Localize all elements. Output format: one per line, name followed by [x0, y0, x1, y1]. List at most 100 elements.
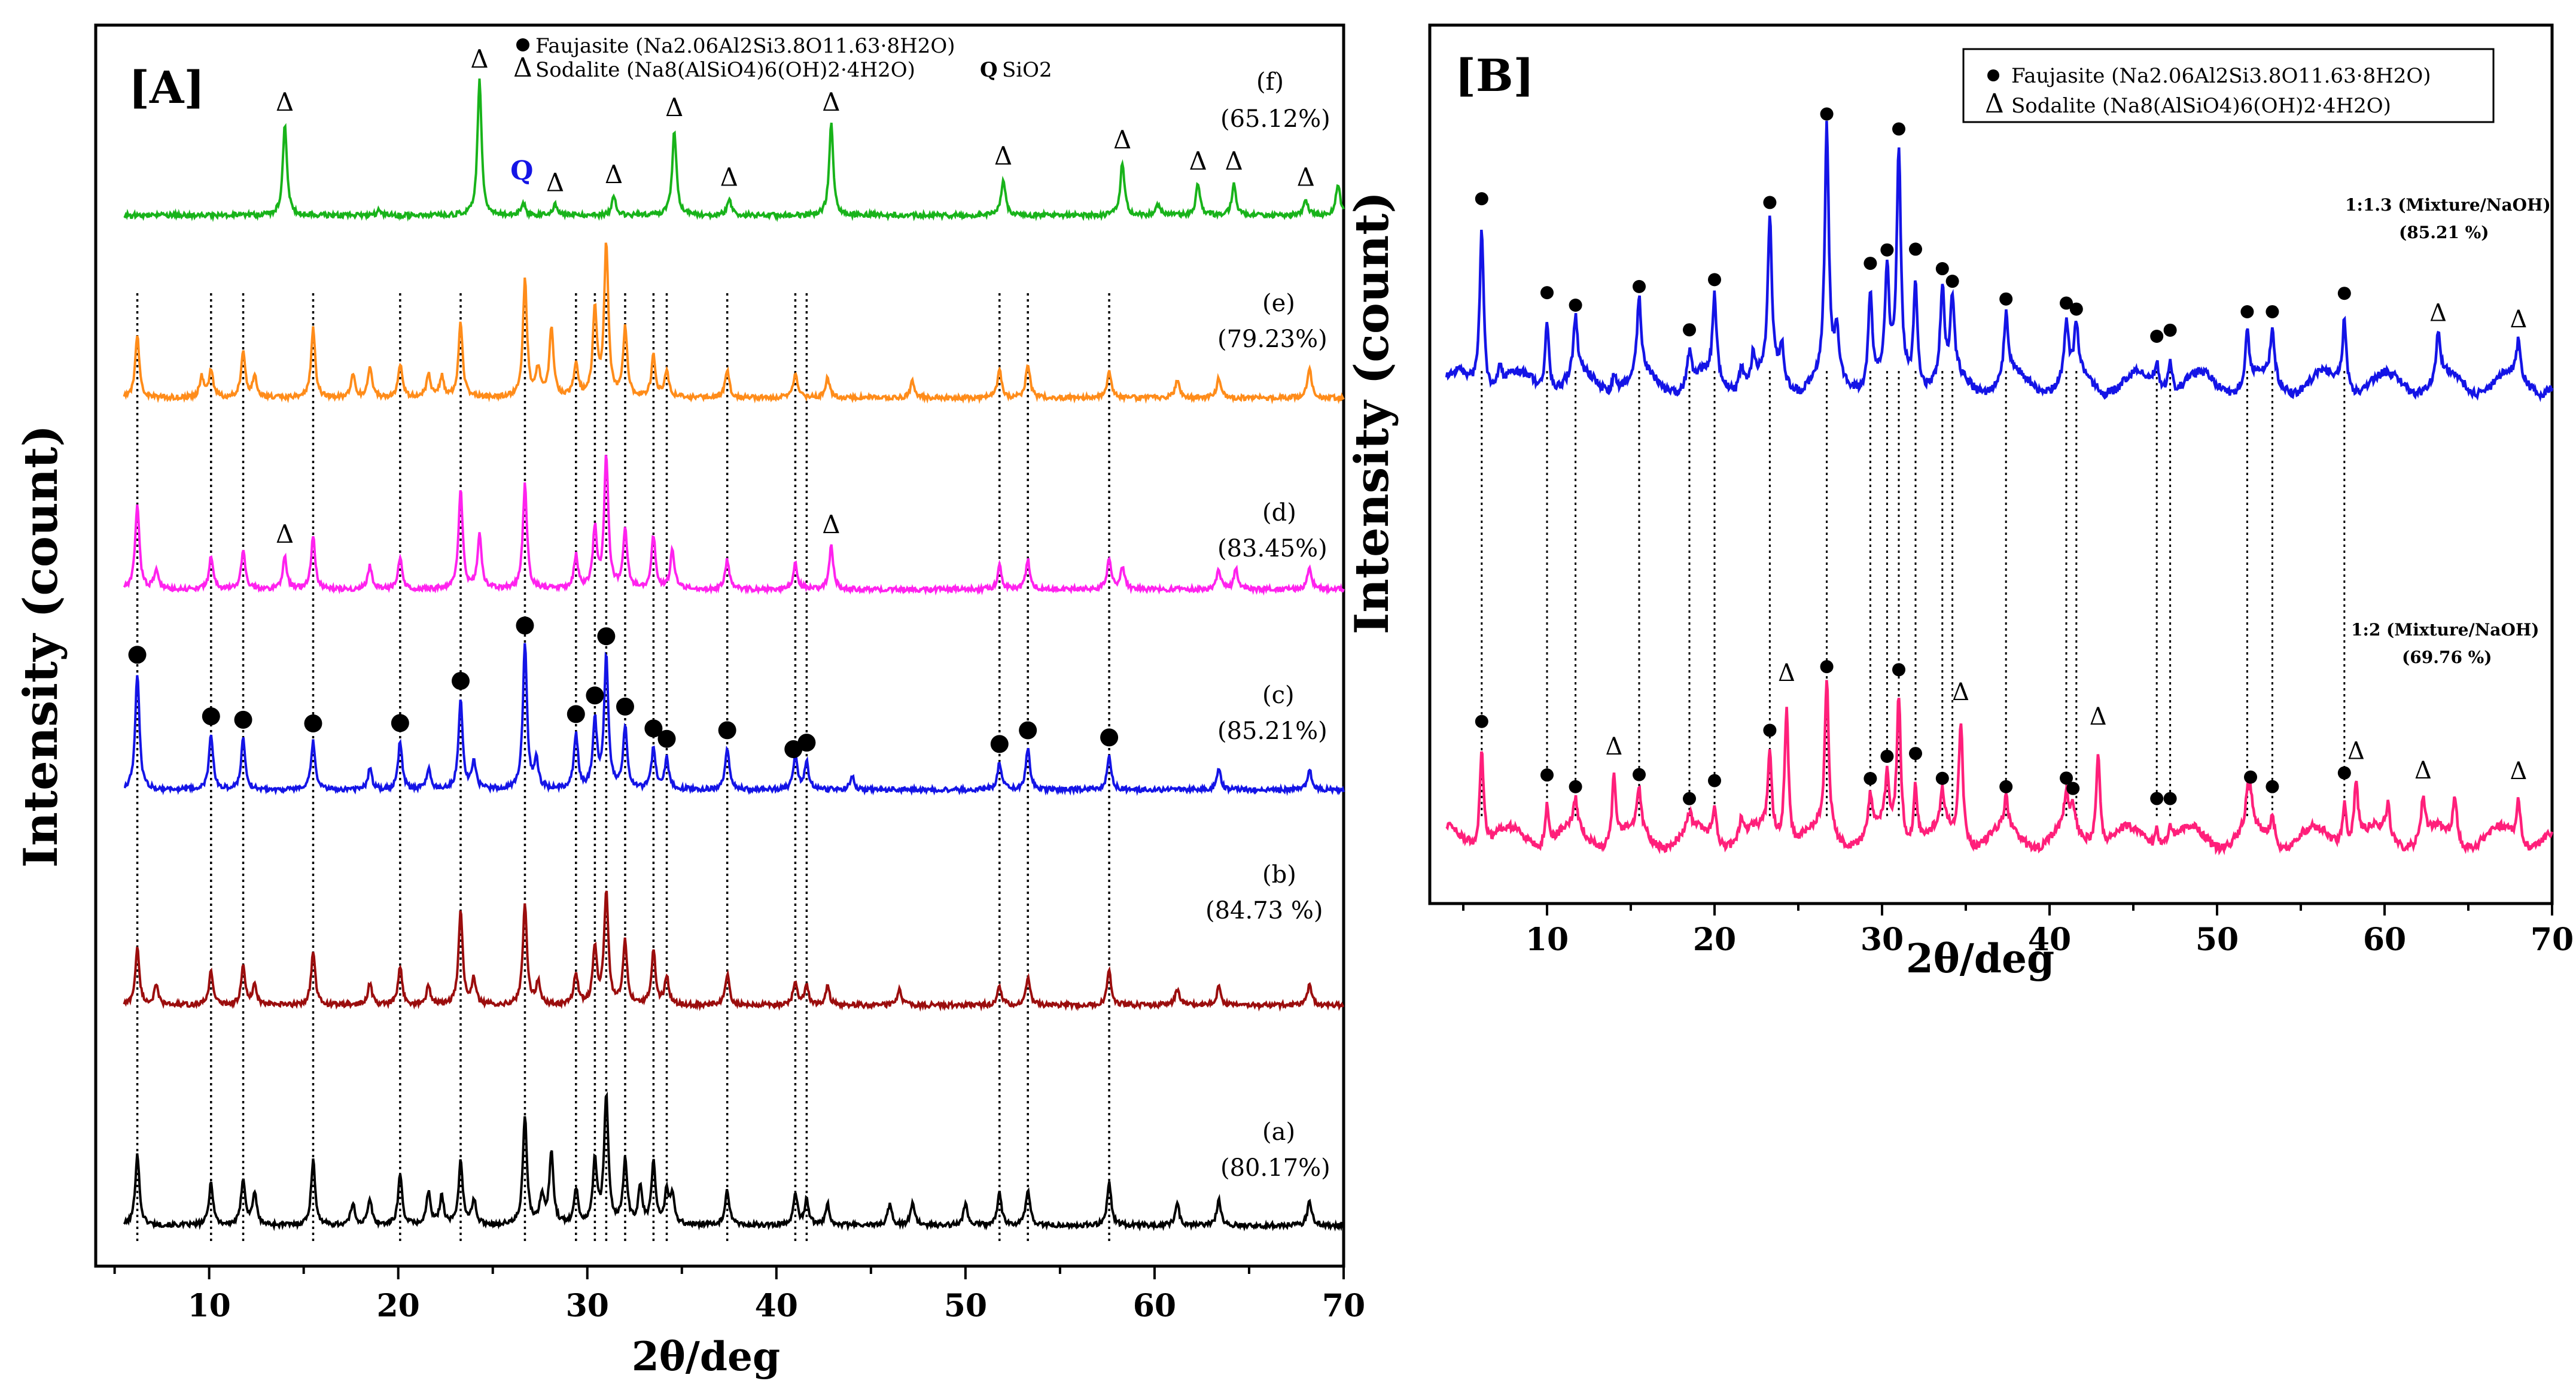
faujasite-marker [1909, 747, 1922, 761]
series-b-label: (b) [1262, 861, 1296, 889]
sodalite-marker: Δ [2347, 738, 2365, 765]
faujasite-marker [391, 714, 409, 732]
panel-b-label: [B] [1455, 50, 1534, 102]
faujasite-legend-marker [516, 38, 529, 51]
faujasite-marker [1708, 273, 1721, 287]
faujasite-marker [1864, 772, 1877, 786]
series-a-label: (a) [1262, 1118, 1295, 1146]
series-c-label: (c) [1262, 682, 1295, 709]
sodalite-marker: Δ [546, 168, 564, 197]
sodalite-marker: Δ [2510, 758, 2528, 785]
faujasite-marker [2337, 287, 2351, 300]
series-e-line [123, 242, 1345, 404]
sodalite-legend-marker: Δ [1985, 89, 2004, 119]
sodalite-marker: Δ [2510, 306, 2528, 333]
sodalite-marker: Δ [994, 141, 1012, 171]
faujasite-marker [1935, 262, 1949, 276]
panel-a-legend: Faujasite (Na2.06Al2Si3.8O11.63·8H2O) Δ … [513, 34, 1052, 83]
faujasite-marker [1880, 243, 1894, 257]
faujasite-marker [1880, 749, 1894, 763]
x-tick-label: 50 [2196, 921, 2239, 958]
faujasite-marker [2163, 323, 2177, 337]
faujasite-marker [234, 710, 252, 729]
sodalite-marker: Δ [1606, 733, 1623, 761]
sodalite-marker: Δ [2414, 757, 2432, 784]
faujasite-marker [567, 705, 585, 723]
faujasite-marker [2163, 792, 2177, 805]
faujasite-marker [1999, 780, 2013, 793]
faujasite-marker [1540, 768, 1554, 782]
sodalite-marker: Δ [1113, 125, 1131, 154]
panel-a-dotted-lines [136, 293, 1110, 1242]
faujasite-marker [990, 735, 1009, 753]
sodalite-marker: Δ [822, 87, 840, 117]
x-tick-label: 60 [2363, 921, 2406, 958]
series-f-label: (f) [1256, 68, 1284, 96]
panel-b-frame [1428, 23, 2554, 905]
faujasite-marker [1569, 298, 1582, 312]
faujasite-marker [1540, 286, 1554, 300]
sodalite-marker: Δ [1778, 659, 1795, 687]
faujasite-marker [202, 707, 220, 726]
x-tick-label: 40 [2028, 921, 2071, 958]
faujasite-legend-text: Faujasite (Na2.06Al2Si3.8O11.63·8H2O) [2011, 64, 2431, 88]
faujasite-marker [718, 721, 736, 740]
faujasite-legend-marker [1987, 69, 1999, 81]
faujasite-marker [1763, 723, 1777, 737]
x-tick-label: 70 [2531, 921, 2574, 958]
x-tick-label: 10 [187, 1288, 230, 1324]
panel-b: [B] Δ Δ Δ Δ Δ Δ Δ Δ Δ 10 20 30 40 50 60 70 1:1.3 (Mixt… [1345, 23, 2574, 982]
faujasite-marker [1892, 663, 1905, 677]
sodalite-marker: Δ [1189, 147, 1207, 176]
q-marker: Q [510, 156, 533, 186]
faujasite-marker [797, 734, 816, 752]
sodalite-marker: Δ [605, 160, 623, 189]
faujasite-marker [1683, 323, 1696, 337]
series-b-top-value: (85.21 %) [2399, 223, 2489, 242]
x-tick-label: 20 [1693, 921, 1736, 958]
sodalite-legend-marker: Δ [513, 53, 532, 83]
series-b-line [123, 890, 1345, 1012]
faujasite-marker [2244, 770, 2257, 784]
x-tick-label: 60 [1133, 1288, 1176, 1324]
x-tick-label: 30 [1861, 921, 1904, 958]
faujasite-marker [2337, 766, 2351, 780]
series-d-label: (d) [1262, 499, 1296, 527]
faujasite-marker [597, 627, 616, 646]
faujasite-marker [1864, 257, 1877, 270]
panel-b-series [1445, 120, 2554, 856]
series-c-line [123, 643, 1345, 796]
panel-b-markers: Δ Δ Δ Δ Δ Δ Δ Δ Δ [1475, 107, 2528, 805]
faujasite-marker [516, 616, 534, 635]
faujasite-marker [1100, 728, 1119, 747]
sodalite-marker: Δ [1225, 147, 1243, 176]
faujasite-marker [1892, 122, 1905, 136]
series-d-value: (83.45%) [1217, 535, 1327, 562]
faujasite-marker [2060, 296, 2073, 310]
faujasite-marker [1708, 774, 1721, 787]
faujasite-marker [451, 671, 470, 690]
faujasite-marker [1633, 768, 1646, 781]
faujasite-marker [1019, 721, 1037, 740]
x-tick-label: 20 [377, 1288, 420, 1324]
faujasite-marker [1475, 192, 1488, 206]
faujasite-marker [1633, 279, 1646, 293]
faujasite-marker [644, 719, 663, 738]
q-legend-text: SiO2 [1002, 58, 1052, 82]
faujasite-marker [2150, 792, 2164, 805]
sodalite-marker: Δ [720, 163, 738, 192]
series-f-line [123, 78, 1345, 223]
x-tick-label: 50 [944, 1288, 987, 1324]
faujasite-marker [616, 697, 634, 716]
faujasite-marker [1935, 771, 1949, 785]
sodalite-legend-text: Sodalite (Na8(AlSiO4)6(OH)2·4H2O) [2011, 94, 2391, 118]
panel-b-ylabel: Intensity (count) [1345, 191, 1399, 634]
series-e-label: (e) [1262, 290, 1295, 317]
series-b-bottom-line [1445, 680, 2554, 856]
panel-a-series [123, 78, 1345, 1232]
faujasite-marker [2266, 305, 2279, 318]
series-f-value: (65.12%) [1220, 105, 1330, 133]
